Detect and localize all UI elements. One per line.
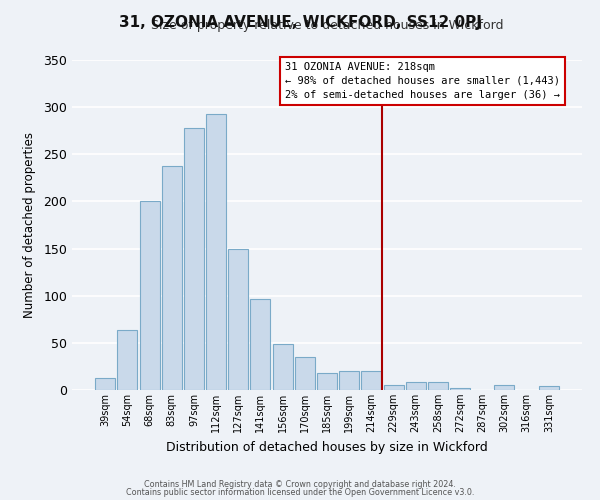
Bar [450,388,470,390]
Text: Contains public sector information licensed under the Open Government Licence v3: Contains public sector information licen… [126,488,474,497]
Bar [428,382,448,390]
Bar [339,371,359,390]
Bar [272,344,293,390]
Bar [95,378,115,390]
Bar [228,248,248,390]
Bar [250,298,271,390]
Title: Size of property relative to detached houses in Wickford: Size of property relative to detached ho… [151,20,503,32]
Bar [184,128,204,390]
Bar [206,114,226,390]
X-axis label: Distribution of detached houses by size in Wickford: Distribution of detached houses by size … [166,440,488,454]
Text: Contains HM Land Registry data © Crown copyright and database right 2024.: Contains HM Land Registry data © Crown c… [144,480,456,489]
Bar [118,330,137,390]
Bar [361,371,382,390]
Bar [494,386,514,390]
Text: 31 OZONIA AVENUE: 218sqm
← 98% of detached houses are smaller (1,443)
2% of semi: 31 OZONIA AVENUE: 218sqm ← 98% of detach… [285,62,560,100]
Text: 31, OZONIA AVENUE, WICKFORD, SS12 0PJ: 31, OZONIA AVENUE, WICKFORD, SS12 0PJ [119,15,481,30]
Bar [295,357,315,390]
Y-axis label: Number of detached properties: Number of detached properties [23,132,37,318]
Bar [539,386,559,390]
Bar [383,386,404,390]
Bar [406,382,426,390]
Bar [317,373,337,390]
Bar [140,202,160,390]
Bar [162,166,182,390]
